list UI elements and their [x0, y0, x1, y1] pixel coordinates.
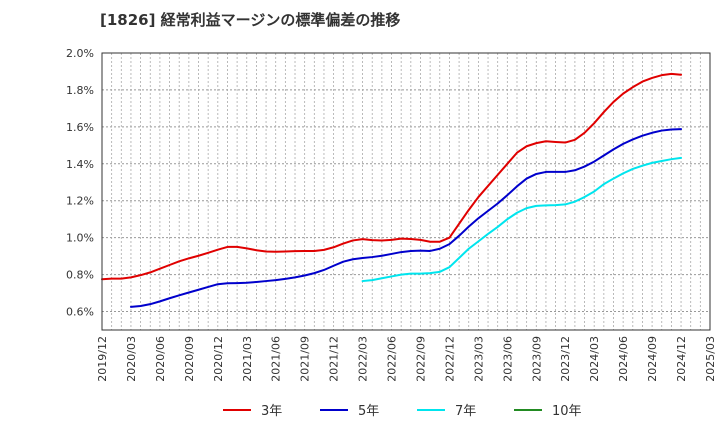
series-lines: [101, 72, 683, 308]
legend-label-3: 7年: [455, 404, 476, 419]
x-tick-label: 2022/06: [386, 336, 399, 382]
y-axis: 0.6% 0.8% 1.0% 1.2% 1.4% 1.6% 1.8% 2.0%: [66, 47, 94, 319]
series-line-3: [361, 156, 683, 283]
x-tick-label: 2019/12: [96, 336, 109, 382]
x-tick-label: 2022/09: [414, 336, 427, 382]
x-tick-label: 2023/06: [501, 336, 514, 382]
x-tick-label: 2020/12: [212, 336, 225, 382]
x-tick-label: 2021/12: [328, 336, 341, 382]
x-tick-label: 2024/12: [675, 336, 688, 382]
y-tick-label: 1.2%: [66, 195, 94, 208]
chart-title: [1826] 経常利益マージンの標準偏差の推移: [100, 11, 400, 29]
legend-label-4: 10年: [552, 404, 582, 419]
y-tick-label: 0.8%: [66, 269, 94, 282]
y-tick-label: 0.6%: [66, 306, 94, 319]
x-tick-label: 2022/12: [443, 336, 456, 382]
legend: 3年 5年 7年 10年: [223, 404, 582, 419]
x-tick-label: 2024/03: [588, 336, 601, 382]
legend-label-1: 3年: [261, 404, 282, 419]
x-tick-label: 2021/03: [241, 336, 254, 382]
x-tick-label: 2024/06: [617, 336, 630, 382]
x-tick-label: 2022/03: [357, 336, 370, 382]
x-axis: 2019/12 2020/03 2020/06 2020/09 2020/12 2021/…: [96, 336, 717, 382]
series-line-2: [129, 128, 683, 308]
x-tick-label: 2020/09: [183, 336, 196, 382]
x-tick-label: 2023/09: [530, 336, 543, 382]
x-tick-label: 2020/03: [125, 336, 138, 382]
y-tick-label: 1.6%: [66, 121, 94, 134]
grid: [101, 52, 711, 330]
plot-frame: [101, 52, 711, 331]
series-line-1: [101, 72, 683, 281]
legend-label-2: 5年: [358, 404, 379, 419]
x-tick-label: 2020/06: [154, 336, 167, 382]
y-tick-label: 2.0%: [66, 47, 94, 60]
y-tick-label: 1.0%: [66, 232, 94, 245]
x-tick-label: 2021/06: [270, 336, 283, 382]
x-tick-label: 2021/09: [299, 336, 312, 382]
x-tick-label: 2023/03: [472, 336, 485, 382]
y-tick-label: 1.8%: [66, 84, 94, 97]
x-tick-label: 2024/09: [646, 336, 659, 382]
x-tick-label: 2023/12: [559, 336, 572, 382]
x-tick-label: 2025/03: [704, 336, 717, 382]
y-tick-label: 1.4%: [66, 158, 94, 171]
